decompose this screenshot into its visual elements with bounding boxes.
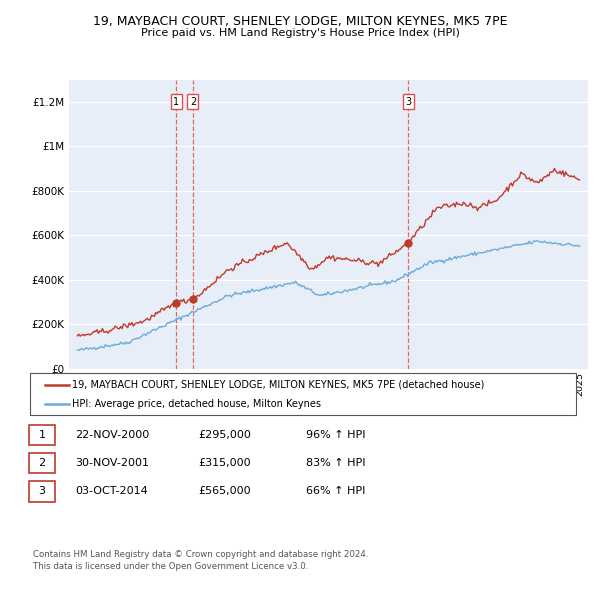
Text: £565,000: £565,000 xyxy=(198,487,251,496)
Text: 30-NOV-2001: 30-NOV-2001 xyxy=(75,458,149,468)
Text: 3: 3 xyxy=(38,487,46,496)
Text: £295,000: £295,000 xyxy=(198,430,251,440)
Text: 2: 2 xyxy=(38,458,46,468)
Text: 3: 3 xyxy=(405,97,411,107)
Text: Contains HM Land Registry data © Crown copyright and database right 2024.: Contains HM Land Registry data © Crown c… xyxy=(33,550,368,559)
Text: 22-NOV-2000: 22-NOV-2000 xyxy=(75,430,149,440)
Text: 1: 1 xyxy=(38,430,46,440)
Text: Price paid vs. HM Land Registry's House Price Index (HPI): Price paid vs. HM Land Registry's House … xyxy=(140,28,460,38)
Text: HPI: Average price, detached house, Milton Keynes: HPI: Average price, detached house, Milt… xyxy=(72,399,321,408)
Text: 19, MAYBACH COURT, SHENLEY LODGE, MILTON KEYNES, MK5 7PE (detached house): 19, MAYBACH COURT, SHENLEY LODGE, MILTON… xyxy=(72,380,484,389)
Text: 1: 1 xyxy=(173,97,179,107)
Text: This data is licensed under the Open Government Licence v3.0.: This data is licensed under the Open Gov… xyxy=(33,562,308,571)
Text: 19, MAYBACH COURT, SHENLEY LODGE, MILTON KEYNES, MK5 7PE: 19, MAYBACH COURT, SHENLEY LODGE, MILTON… xyxy=(93,15,507,28)
Text: 83% ↑ HPI: 83% ↑ HPI xyxy=(306,458,365,468)
Text: 2: 2 xyxy=(190,97,196,107)
Text: 96% ↑ HPI: 96% ↑ HPI xyxy=(306,430,365,440)
Text: £315,000: £315,000 xyxy=(198,458,251,468)
Text: 03-OCT-2014: 03-OCT-2014 xyxy=(75,487,148,496)
Text: 66% ↑ HPI: 66% ↑ HPI xyxy=(306,487,365,496)
